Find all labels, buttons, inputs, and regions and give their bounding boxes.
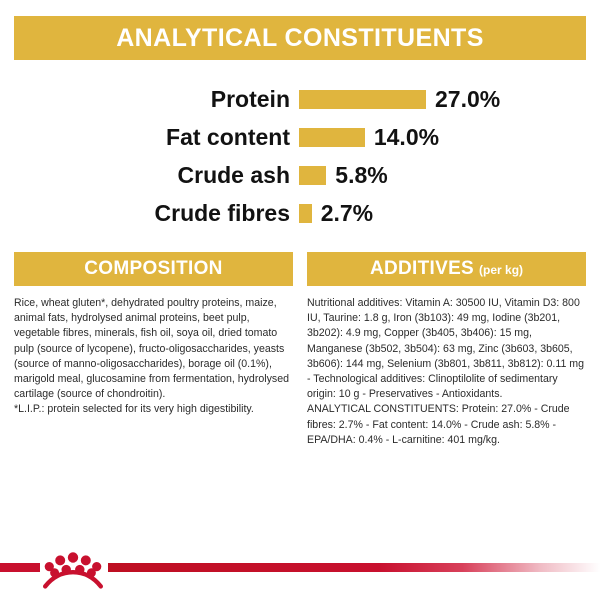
chart-bar-wrap: 27.0% bbox=[299, 86, 600, 113]
composition-title: COMPOSITION bbox=[84, 258, 223, 279]
chart-value-label: 2.7% bbox=[320, 199, 374, 226]
additives-analytical-text: ANALYTICAL CONSTITUENTS: Protein: 27.0% … bbox=[307, 403, 570, 446]
footer-rule-right bbox=[108, 563, 600, 572]
additives-title: ADDITIVES bbox=[369, 258, 475, 279]
chart-category-label: Crude ash bbox=[177, 161, 290, 188]
chart-bar bbox=[299, 89, 426, 109]
chart-category-label: Fat content bbox=[166, 123, 290, 150]
chart-row: Fat content 14.0% bbox=[0, 118, 600, 156]
chart-bar-wrap: 14.0% bbox=[299, 124, 600, 151]
composition-panel: COMPOSITION Rice, wheat gluten*, dehydra… bbox=[14, 252, 293, 448]
additives-body: Nutritional additives: Vitamin A: 30500 … bbox=[307, 286, 586, 448]
additives-panel: ADDITIVES (per kg) Nutritional additives… bbox=[307, 252, 586, 448]
additives-nutritional-text: Nutritional additives: Vitamin A: 30500 … bbox=[307, 297, 584, 401]
chart-value-label: 27.0% bbox=[435, 85, 501, 112]
chart-bar bbox=[299, 127, 365, 147]
page-title: ANALYTICAL CONSTITUENTS bbox=[116, 23, 484, 52]
chart-bar bbox=[299, 165, 327, 185]
chart-row: Protein 27.0% bbox=[0, 80, 600, 118]
composition-footnote: *L.I.P.: protein selected for its very h… bbox=[14, 403, 254, 416]
info-panels: COMPOSITION Rice, wheat gluten*, dehydra… bbox=[14, 252, 586, 448]
royal-canin-crown-icon bbox=[42, 548, 104, 590]
chart-bar bbox=[299, 203, 312, 223]
chart-bar-wrap: 5.8% bbox=[299, 162, 600, 189]
chart-category-label: Crude fibres bbox=[154, 199, 290, 226]
analytical-constituents-banner: ANALYTICAL CONSTITUENTS bbox=[14, 16, 586, 60]
brand-footer bbox=[0, 552, 600, 600]
analytical-constituents-chart: Protein 27.0% Fat content 14.0% Crude as… bbox=[0, 80, 600, 232]
chart-bar-wrap: 2.7% bbox=[299, 200, 600, 227]
chart-row: Crude fibres 2.7% bbox=[0, 194, 600, 232]
additives-subtitle: (per kg) bbox=[479, 263, 524, 277]
additives-panel-header: ADDITIVES (per kg) bbox=[307, 252, 586, 286]
footer-rule-left bbox=[0, 563, 40, 572]
composition-panel-header: COMPOSITION bbox=[14, 252, 293, 286]
composition-text: Rice, wheat gluten*, dehydrated poultry … bbox=[14, 297, 289, 401]
chart-row: Crude ash 5.8% bbox=[0, 156, 600, 194]
chart-value-label: 5.8% bbox=[335, 161, 388, 188]
chart-category-label: Protein bbox=[210, 85, 290, 112]
chart-value-label: 14.0% bbox=[373, 123, 440, 150]
composition-body: Rice, wheat gluten*, dehydrated poultry … bbox=[14, 286, 293, 418]
